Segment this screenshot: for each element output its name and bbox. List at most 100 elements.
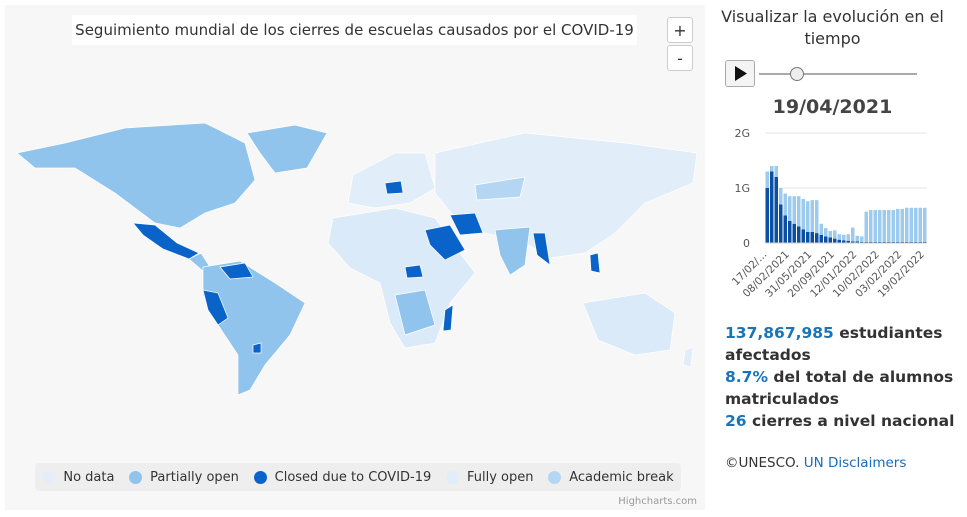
bar <box>900 241 904 243</box>
south-sudan[interactable] <box>404 264 424 279</box>
time-slider[interactable] <box>759 66 917 82</box>
stat-value: 137,867,985 <box>725 324 834 342</box>
zoom-in-button[interactable]: + <box>667 17 693 43</box>
bar <box>873 241 877 243</box>
bar <box>788 196 792 221</box>
legend-label: Fully open <box>467 469 534 485</box>
legend-item[interactable]: Closed due to COVID-19 <box>253 469 432 485</box>
stat-text: del total de alumnos matriculados <box>725 368 954 408</box>
mexico[interactable] <box>132 222 200 260</box>
map-panel: Seguimiento mundial de los cierres de es… <box>5 5 705 510</box>
bar <box>882 210 886 242</box>
legend-marker <box>129 470 143 484</box>
uruguay[interactable] <box>252 342 262 354</box>
bar <box>765 188 769 243</box>
philippines[interactable] <box>589 252 601 274</box>
zoom-out-button[interactable]: - <box>667 45 693 71</box>
legend-label: Academic break <box>569 469 674 485</box>
bar <box>774 177 778 243</box>
footer: ©UNESCO. UN Disclaimers <box>725 455 906 471</box>
bar <box>779 204 783 243</box>
bar <box>842 240 846 243</box>
iran[interactable] <box>449 212 484 236</box>
greenland[interactable] <box>246 124 328 174</box>
world-map[interactable] <box>5 5 705 510</box>
new-zealand[interactable] <box>682 346 694 368</box>
bar <box>900 208 904 242</box>
bar <box>860 236 864 242</box>
legend-marker <box>446 470 459 484</box>
europe[interactable] <box>347 152 436 209</box>
bar <box>810 232 814 243</box>
stat-line: 137,867,985 estudiantes afectados <box>725 322 960 366</box>
legend-item[interactable]: Partially open <box>129 470 239 485</box>
bar <box>864 211 868 242</box>
stat-line: 8.7% del total de alumnos matriculados <box>725 366 960 410</box>
south-america[interactable] <box>202 260 306 396</box>
y-tick-label: 0 <box>743 237 750 250</box>
peru[interactable] <box>202 289 229 326</box>
madagascar[interactable] <box>442 304 454 332</box>
credit[interactable]: Highcharts.com <box>618 496 697 507</box>
bar <box>815 233 819 243</box>
bar <box>783 215 787 243</box>
bar <box>801 229 805 243</box>
venezuela[interactable] <box>219 262 254 280</box>
stat-text: cierres a nivel nacional <box>751 412 955 430</box>
bar <box>873 210 877 242</box>
poland[interactable] <box>384 180 404 195</box>
legend-item[interactable]: No data <box>42 470 114 485</box>
copyright: ©UNESCO. <box>725 455 800 471</box>
bar <box>815 200 819 234</box>
bar <box>792 223 796 243</box>
legend-item[interactable]: Academic break <box>548 469 674 485</box>
myanmar[interactable] <box>532 232 551 266</box>
bar <box>837 234 841 240</box>
bar <box>887 210 891 242</box>
slider-handle[interactable] <box>790 67 804 81</box>
bar <box>837 239 841 243</box>
side-panel: Visualizar la evolución en el tiempo 19/… <box>715 0 960 517</box>
bar <box>860 241 864 243</box>
stat-value: 8.7% <box>725 368 768 386</box>
india[interactable] <box>494 226 531 276</box>
bar <box>797 226 801 243</box>
bar <box>918 207 922 242</box>
legend-label: Closed due to COVID-19 <box>274 469 432 485</box>
central-africa[interactable] <box>394 289 436 336</box>
bar <box>801 199 805 230</box>
play-button[interactable] <box>725 60 755 87</box>
legend-item[interactable]: Fully open <box>446 470 534 485</box>
bar <box>896 241 900 243</box>
australia[interactable] <box>582 292 676 356</box>
side-title: Visualizar la evolución en el tiempo <box>721 7 944 48</box>
bar <box>878 241 882 243</box>
bar <box>855 235 859 242</box>
stats: 137,867,985 estudiantes afectados 8.7% de… <box>725 322 960 432</box>
bar <box>905 207 909 242</box>
asia[interactable] <box>434 132 698 259</box>
disclaimer-link[interactable]: UN Disclaimers <box>803 455 907 471</box>
bar <box>765 171 769 188</box>
bar <box>896 208 900 242</box>
legend-marker <box>253 470 267 484</box>
bar <box>819 234 823 243</box>
russia-west[interactable] <box>474 176 526 201</box>
bar <box>788 221 792 243</box>
map-title: Seguimiento mundial de los cierres de es… <box>72 15 637 45</box>
bar <box>909 207 913 242</box>
bar <box>824 228 828 237</box>
north-america[interactable] <box>16 122 256 229</box>
stat-value: 26 <box>725 412 747 430</box>
bar <box>914 207 918 242</box>
bar <box>779 188 783 205</box>
legend-label: No data <box>63 469 115 485</box>
bar <box>905 241 909 243</box>
bar <box>770 171 774 243</box>
bar <box>855 241 859 243</box>
africa[interactable] <box>327 207 476 349</box>
bar <box>878 210 882 242</box>
bar <box>797 196 801 227</box>
saudi-arabia[interactable] <box>424 224 466 261</box>
bar <box>806 201 810 232</box>
